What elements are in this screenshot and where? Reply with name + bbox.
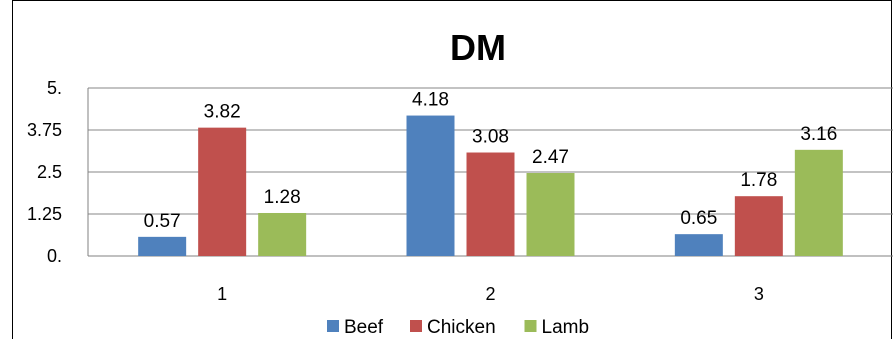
data-label: 3.16: [800, 124, 837, 145]
axes: 0. 1.25 2.5 3.75 5. 1 2 3: [27, 78, 764, 304]
x-tick-label: 3: [754, 284, 764, 304]
data-label: 1.28: [264, 187, 301, 208]
chart-title: DM: [450, 27, 506, 68]
bar: [794, 149, 843, 256]
y-tick-label: 3.75: [27, 120, 62, 140]
legend-swatch: [327, 320, 339, 332]
legend: Beef Chicken Lamb: [327, 317, 589, 338]
bar: [674, 234, 723, 256]
bar: [258, 212, 307, 256]
bar: [198, 127, 247, 256]
chart-frame: [12, 0, 892, 339]
data-labels: 0.57 3.82 1.28 4.18 3.08 2.47 0.65 1.78 3.16: [144, 90, 838, 232]
bar: [466, 152, 515, 256]
x-tick-label: 2: [485, 284, 495, 304]
data-label: 1.78: [740, 170, 777, 191]
data-label: 2.47: [532, 147, 569, 168]
y-tick-label: 1.25: [27, 204, 62, 224]
bar: [734, 196, 783, 256]
legend-swatch: [410, 320, 422, 332]
y-tick-label: 2.5: [37, 162, 62, 182]
data-label: 0.65: [680, 208, 717, 229]
legend-label: Beef: [344, 317, 384, 338]
bars: [138, 115, 843, 256]
data-label: 4.18: [412, 90, 449, 111]
x-tick-label: 1: [217, 284, 227, 304]
legend-label: Lamb: [542, 317, 590, 338]
legend-swatch: [524, 320, 537, 332]
bar: [138, 236, 187, 256]
data-label: 3.82: [204, 102, 241, 123]
data-label: 0.57: [144, 211, 181, 232]
legend-label: Chicken: [427, 317, 496, 338]
data-label: 3.08: [472, 127, 509, 148]
y-tick-label: 0.: [47, 246, 62, 266]
bar: [526, 173, 575, 256]
y-tick-label: 5.: [47, 78, 62, 98]
bar: [406, 115, 455, 256]
